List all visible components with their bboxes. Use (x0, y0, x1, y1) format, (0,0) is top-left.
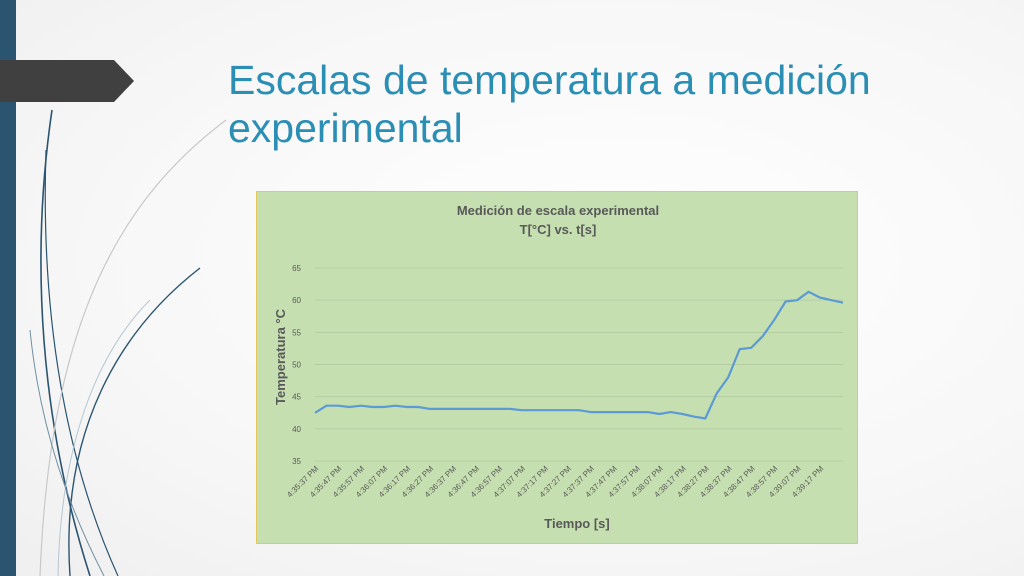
slide-title: Escalas de temperatura a medición experi… (228, 56, 988, 152)
chart-subtitle: T[°C] vs. t[s] (520, 222, 597, 237)
decorative-curves (29, 109, 227, 576)
slide-title-line-2: experimental (228, 105, 463, 151)
slide-title-line-1: Escalas de temperatura a medición (228, 57, 871, 103)
left-accent-bar (0, 0, 16, 576)
x-axis-ticks: 4:35:37 PM4:35:47 PM4:35:57 PM4:36:07 PM… (285, 464, 826, 500)
y-tick-label: 60 (292, 296, 301, 305)
y-tick-label: 40 (292, 425, 301, 434)
y-tick-label: 35 (292, 457, 301, 466)
y-axis-ticks: 35 40 45 50 55 60 65 (292, 264, 301, 466)
chart-area: 35 40 45 50 55 60 65 4:35:37 PM 4:35:47 PM 4:35:… (256, 191, 858, 544)
y-axis-label: Temperatura °C (273, 308, 288, 405)
chart-title: Medición de escala experimental (457, 203, 659, 218)
gridlines (315, 267, 843, 462)
y-tick-label: 65 (292, 264, 301, 273)
title-arrow-tab (0, 60, 134, 102)
y-tick-label: 55 (292, 328, 301, 337)
y-tick-label: 50 (292, 361, 301, 370)
y-tick-label: 45 (292, 393, 301, 402)
x-axis-label: Tiempo [s] (544, 516, 610, 531)
line-chart: 35 40 45 50 55 60 65 4:35:37 PM4:35:47 PM4:35:… (273, 203, 844, 531)
series-line (314, 290, 844, 420)
